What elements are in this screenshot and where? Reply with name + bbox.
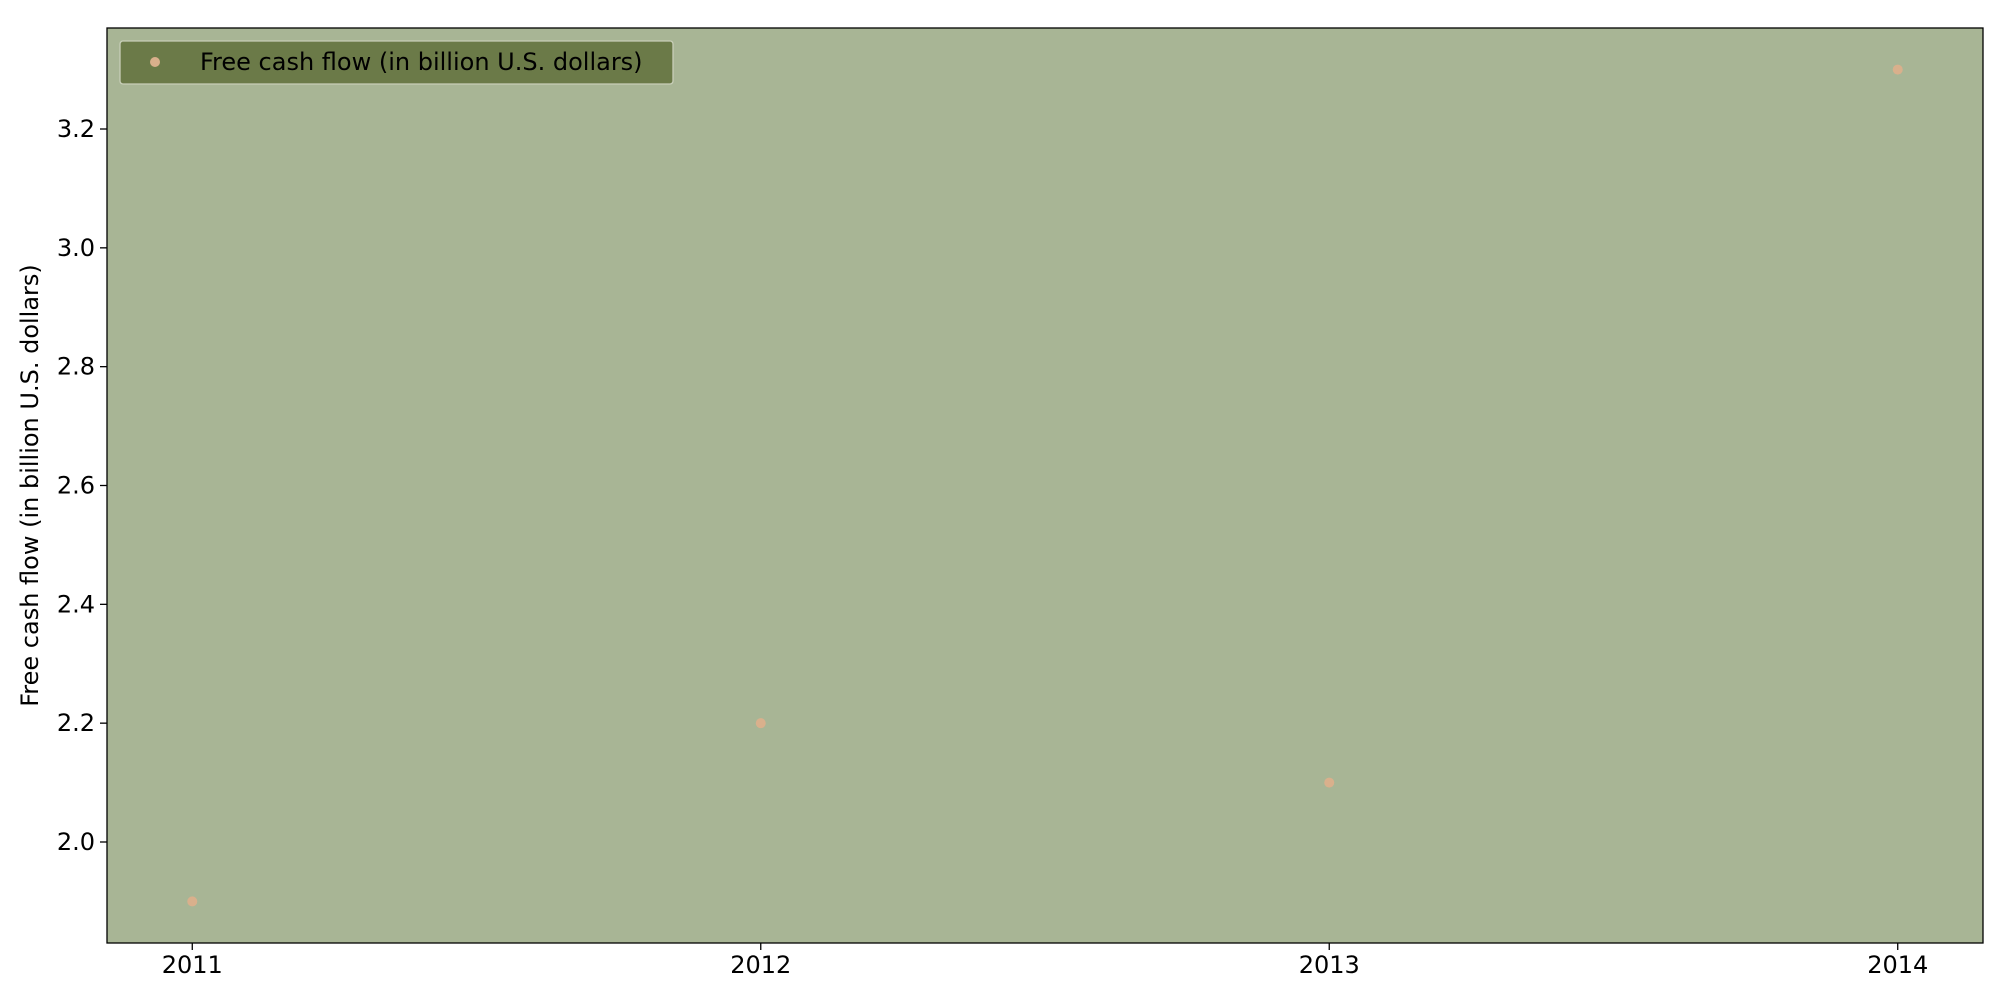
y-tick-label: 2.0 bbox=[57, 828, 95, 856]
y-axis: 2.0 2.2 2.4 2.6 2.8 3.0 3.2 bbox=[57, 115, 107, 856]
legend-marker bbox=[150, 57, 160, 67]
y-tick-label: 3.2 bbox=[57, 115, 95, 143]
plot-area bbox=[107, 28, 1983, 943]
y-tick-label: 2.2 bbox=[57, 709, 95, 737]
data-point bbox=[1324, 777, 1335, 788]
legend-label: Free cash flow (in billion U.S. dollars) bbox=[200, 48, 643, 76]
x-tick-label: 2011 bbox=[162, 951, 223, 979]
data-point bbox=[755, 718, 766, 729]
x-tick-label: 2014 bbox=[1867, 951, 1928, 979]
legend: Free cash flow (in billion U.S. dollars) bbox=[119, 40, 674, 85]
legend-box bbox=[119, 40, 674, 85]
x-axis: 2011 2012 2013 2014 bbox=[162, 943, 1928, 979]
data-points bbox=[187, 64, 1903, 907]
data-point bbox=[1892, 64, 1903, 75]
y-tick-label: 2.8 bbox=[57, 353, 95, 381]
x-tick-label: 2012 bbox=[730, 951, 791, 979]
y-tick-label: 2.6 bbox=[57, 472, 95, 500]
x-tick-label: 2013 bbox=[1299, 951, 1360, 979]
y-tick-label: 3.0 bbox=[57, 234, 95, 262]
y-axis-label: Free cash flow (in billion U.S. dollars) bbox=[16, 264, 44, 707]
data-point bbox=[187, 896, 198, 907]
y-tick-label: 2.4 bbox=[57, 590, 95, 618]
